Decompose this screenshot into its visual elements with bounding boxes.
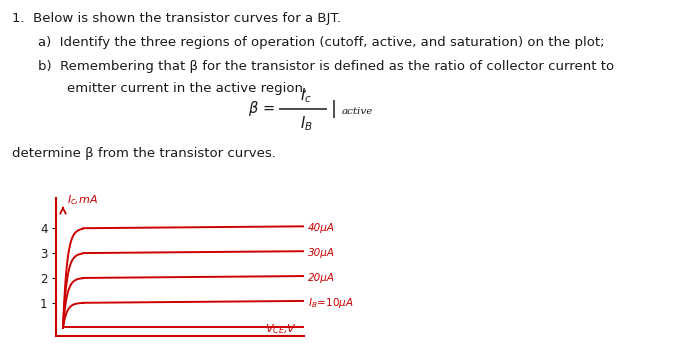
Text: 30μA: 30μA <box>308 248 334 258</box>
Text: $\mathit{I_c}$,mA: $\mathit{I_c}$,mA <box>67 193 98 207</box>
Text: b)  Remembering that β for the transistor is defined as the ratio of collector c: b) Remembering that β for the transistor… <box>38 60 614 73</box>
Text: $\beta\,=$: $\beta\,=$ <box>248 99 275 118</box>
Text: $I_B\!=\!10\mu A$: $I_B\!=\!10\mu A$ <box>308 296 354 310</box>
Text: determine β from the transistor curves.: determine β from the transistor curves. <box>12 147 277 160</box>
Text: 20μA: 20μA <box>308 273 334 283</box>
Text: $|$: $|$ <box>330 98 336 120</box>
Text: 1.  Below is shown the transistor curves for a BJT.: 1. Below is shown the transistor curves … <box>12 12 341 25</box>
Text: $I_B$: $I_B$ <box>300 114 312 132</box>
Text: $\mathit{V_{CE}}$,V: $\mathit{V_{CE}}$,V <box>265 322 297 336</box>
Text: a)  Identify the three regions of operation (cutoff, active, and saturation) on : a) Identify the three regions of operati… <box>38 36 604 49</box>
Text: active: active <box>342 107 374 116</box>
Text: emitter current in the active region,: emitter current in the active region, <box>67 82 308 95</box>
Text: $I_c$: $I_c$ <box>300 86 312 105</box>
Text: 40μA: 40μA <box>308 223 334 233</box>
